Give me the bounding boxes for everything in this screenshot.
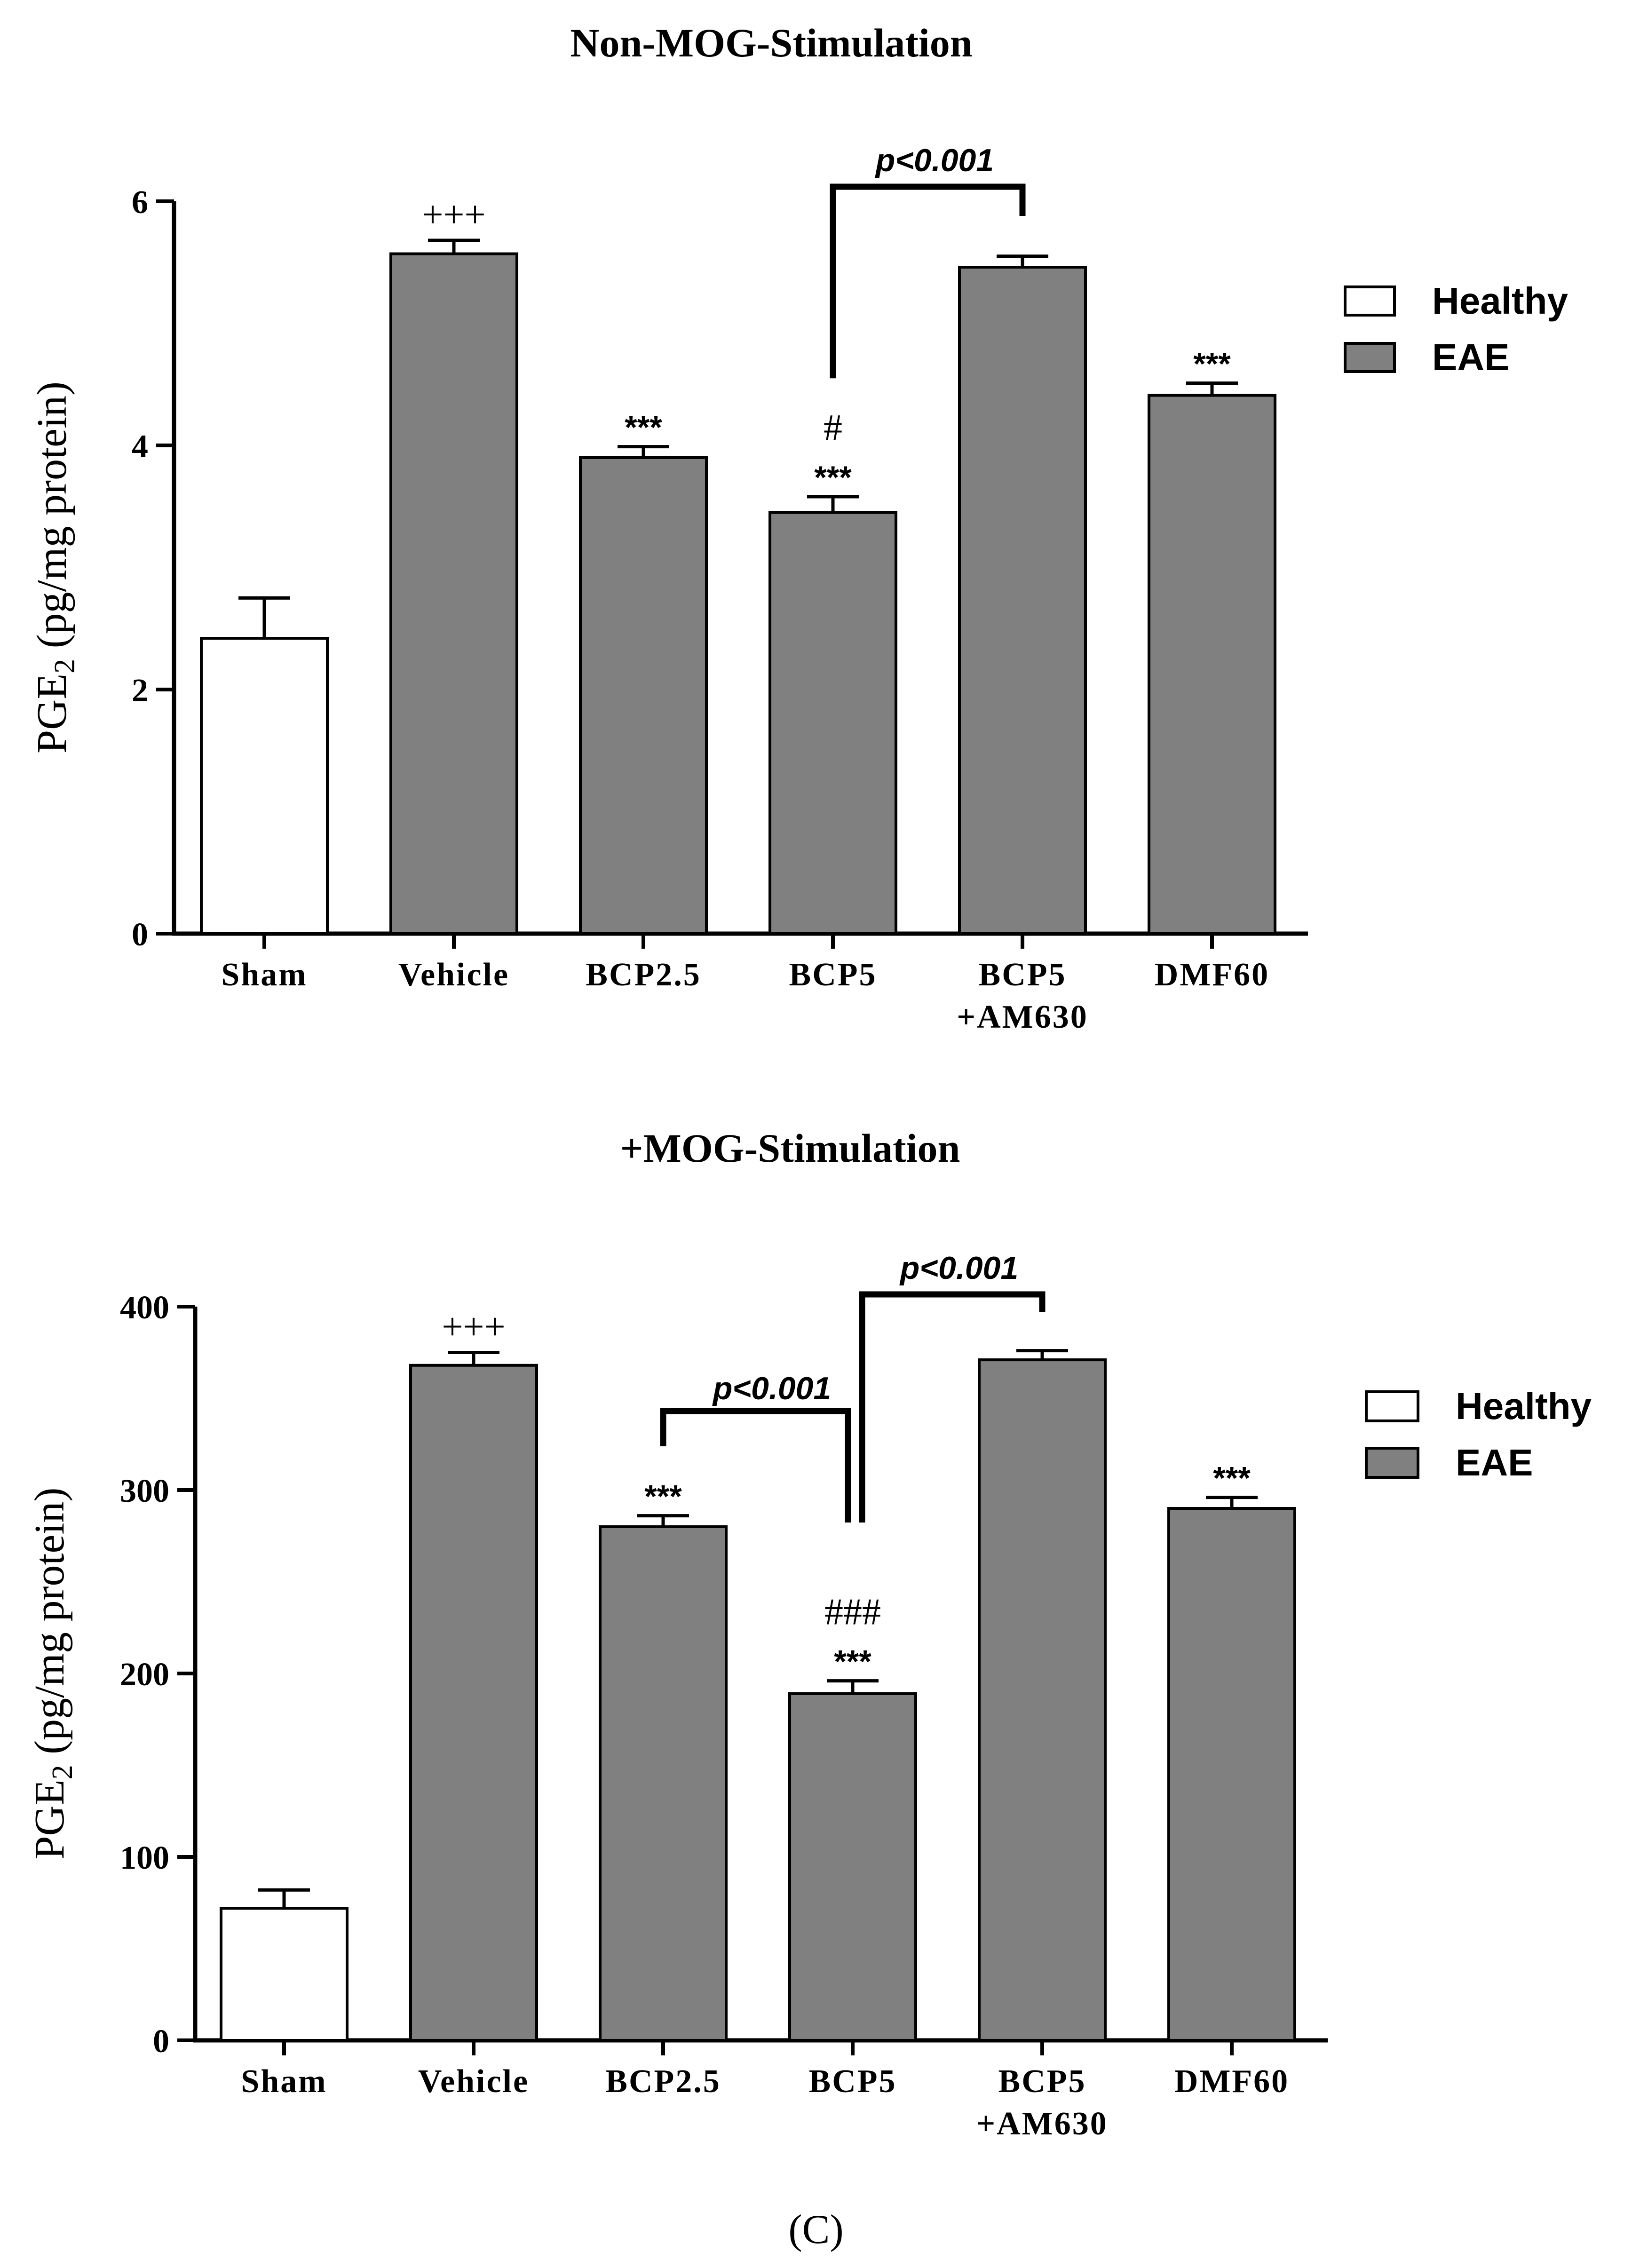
significance-marker: ### [824,1592,881,1633]
x-tick-label: BCP5 [998,2063,1086,2100]
bar-bcp5 [788,1692,917,2042]
bar-bcp2.5 [579,456,708,935]
y-tick-label: 0 [153,2023,169,2060]
bar-bcp2.5 [599,1525,728,2042]
significance-stars: *** [644,1479,682,1515]
legend-label-healthy: Healthy [1456,1385,1592,1427]
x-tick-label: DMF60 [1174,2063,1289,2100]
y-tick-label: 2 [132,673,148,709]
bar-bcp5-+am630 [958,266,1087,935]
legend-label-healthy: Healthy [1432,280,1568,322]
y-tick-label: 0 [132,917,148,953]
x-tick-label: BCP5 [809,2063,897,2100]
x-tick-label: BCP5 [789,957,877,993]
legend-label-eae: EAE [1432,336,1510,378]
y-axis-label-subscript: 2 [47,1765,79,1779]
bracket-label: p<0.001 [712,1371,831,1406]
y-tick-label: 4 [132,428,148,465]
x-tick-label: BCP5 [979,957,1067,993]
legend-label-eae: EAE [1456,1442,1533,1483]
significance-stars: *** [834,1644,871,1680]
bracket-label: p<0.001 [899,1250,1018,1286]
bar-bcp5 [768,511,897,935]
comparison-bracket [859,1291,1046,1523]
bar-sham [220,1907,349,2042]
y-tick-label: 300 [120,1473,169,1509]
x-tick-label: Vehicle [418,2063,529,2100]
significance-stars: *** [814,460,852,495]
significance-stars: *** [625,410,662,445]
x-tick-label: DMF60 [1155,957,1269,993]
legend-swatch-eae [1344,342,1396,373]
bracket-label: p<0.001 [875,143,994,178]
y-tick-label: 400 [120,1290,169,1326]
x-tick-label: Sham [241,2063,327,2100]
x-tick-label: +AM630 [957,999,1088,1035]
y-axis-label: PGE2 (pg/mg protein) [29,381,81,753]
chart-2: +MOG-Stimulation PGE2 (pg/mg protein) 0 100… [26,1126,1592,2142]
y-axis-label-subscript: 2 [49,659,81,674]
legend-swatch-healthy [1365,1390,1419,1422]
y-axis-label-main: PGE [26,1779,73,1859]
bar-bcp5-+am630 [978,1358,1107,2042]
bar-vehicle [409,1364,538,2042]
x-tick-label: Vehicle [398,957,509,993]
bar-dmf60 [1167,1507,1296,2042]
chart-title: +MOG-Stimulation [620,1126,960,1171]
significance-marker: # [824,407,842,449]
y-axis-label: PGE2 (pg/mg protein) [26,1488,79,1860]
x-tick-label: BCP2.5 [605,2063,721,2100]
y-axis-label-units: (pg/mg protein) [29,381,75,659]
y-axis-label-main: PGE [29,674,75,753]
legend-swatch-eae [1365,1447,1419,1479]
significance-stars: *** [1193,346,1231,382]
x-tick-label: Sham [221,957,307,993]
y-tick-label: 100 [120,1840,169,1876]
panel-label: (C) [788,2207,844,2252]
x-tick-label: BCP2.5 [586,957,701,993]
bar-vehicle [389,252,518,936]
y-tick-label: 6 [132,184,148,221]
chart-title: Non-MOG-Stimulation [570,20,972,65]
bar-dmf60 [1148,394,1276,935]
bar-sham [200,637,329,935]
y-axis-label-units: (pg/mg protein) [26,1488,73,1765]
x-tick-label: +AM630 [976,2106,1108,2142]
significance-stars: *** [1213,1460,1251,1496]
legend-swatch-healthy [1344,285,1396,317]
y-tick-label: 200 [120,1657,169,1693]
comparison-bracket [660,1408,851,1523]
significance-marker: +++ [442,1307,505,1348]
comparison-bracket [830,183,1026,379]
significance-marker: +++ [422,194,485,236]
